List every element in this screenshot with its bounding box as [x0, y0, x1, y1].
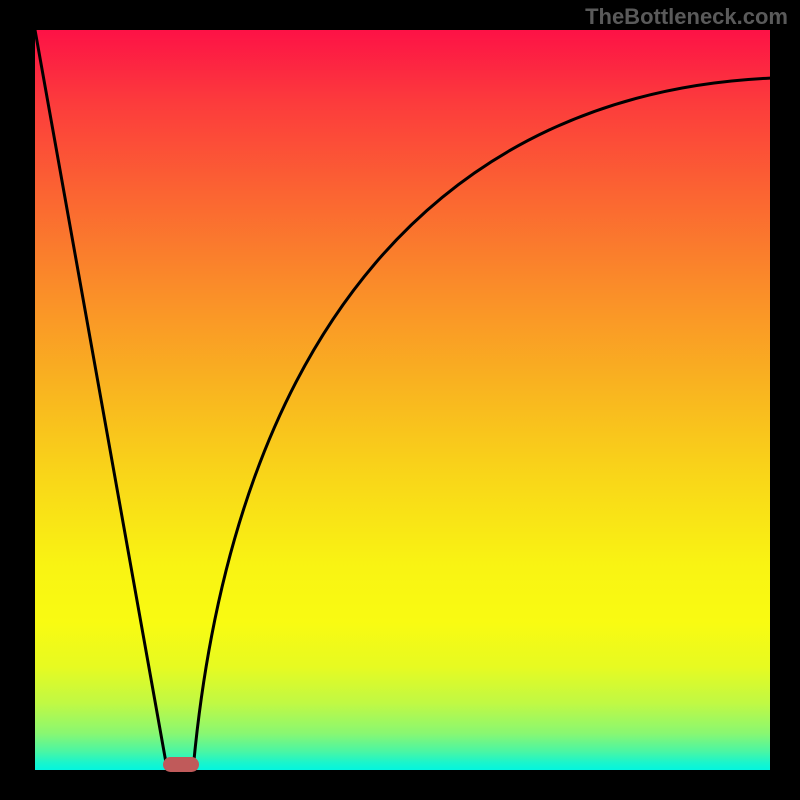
marker-pill — [163, 757, 199, 772]
plot-area — [35, 30, 770, 770]
plot-svg — [35, 30, 770, 770]
watermark-text: TheBottleneck.com — [585, 4, 788, 30]
gradient-background — [35, 30, 770, 770]
chart-container: TheBottleneck.com — [0, 0, 800, 800]
